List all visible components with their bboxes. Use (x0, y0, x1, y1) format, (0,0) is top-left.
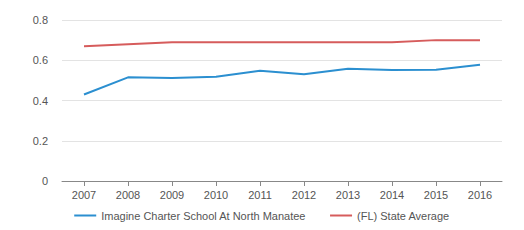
svg-text:0.4: 0.4 (33, 95, 48, 107)
svg-text:2015: 2015 (424, 189, 448, 201)
svg-text:2007: 2007 (72, 189, 96, 201)
svg-text:2013: 2013 (336, 189, 360, 201)
svg-text:2009: 2009 (160, 189, 184, 201)
svg-text:0.6: 0.6 (33, 54, 48, 66)
svg-text:Imagine Charter School At Nort: Imagine Charter School At North Manatee (101, 210, 305, 222)
svg-text:0: 0 (42, 175, 48, 187)
svg-text:2008: 2008 (116, 189, 140, 201)
svg-text:2010: 2010 (204, 189, 228, 201)
svg-text:2011: 2011 (248, 189, 272, 201)
svg-text:0.8: 0.8 (33, 14, 48, 26)
svg-text:2014: 2014 (380, 189, 404, 201)
svg-text:2012: 2012 (292, 189, 316, 201)
svg-text:2016: 2016 (468, 189, 492, 201)
svg-text:0.2: 0.2 (33, 135, 48, 147)
svg-text:(FL) State Average: (FL) State Average (357, 210, 449, 222)
